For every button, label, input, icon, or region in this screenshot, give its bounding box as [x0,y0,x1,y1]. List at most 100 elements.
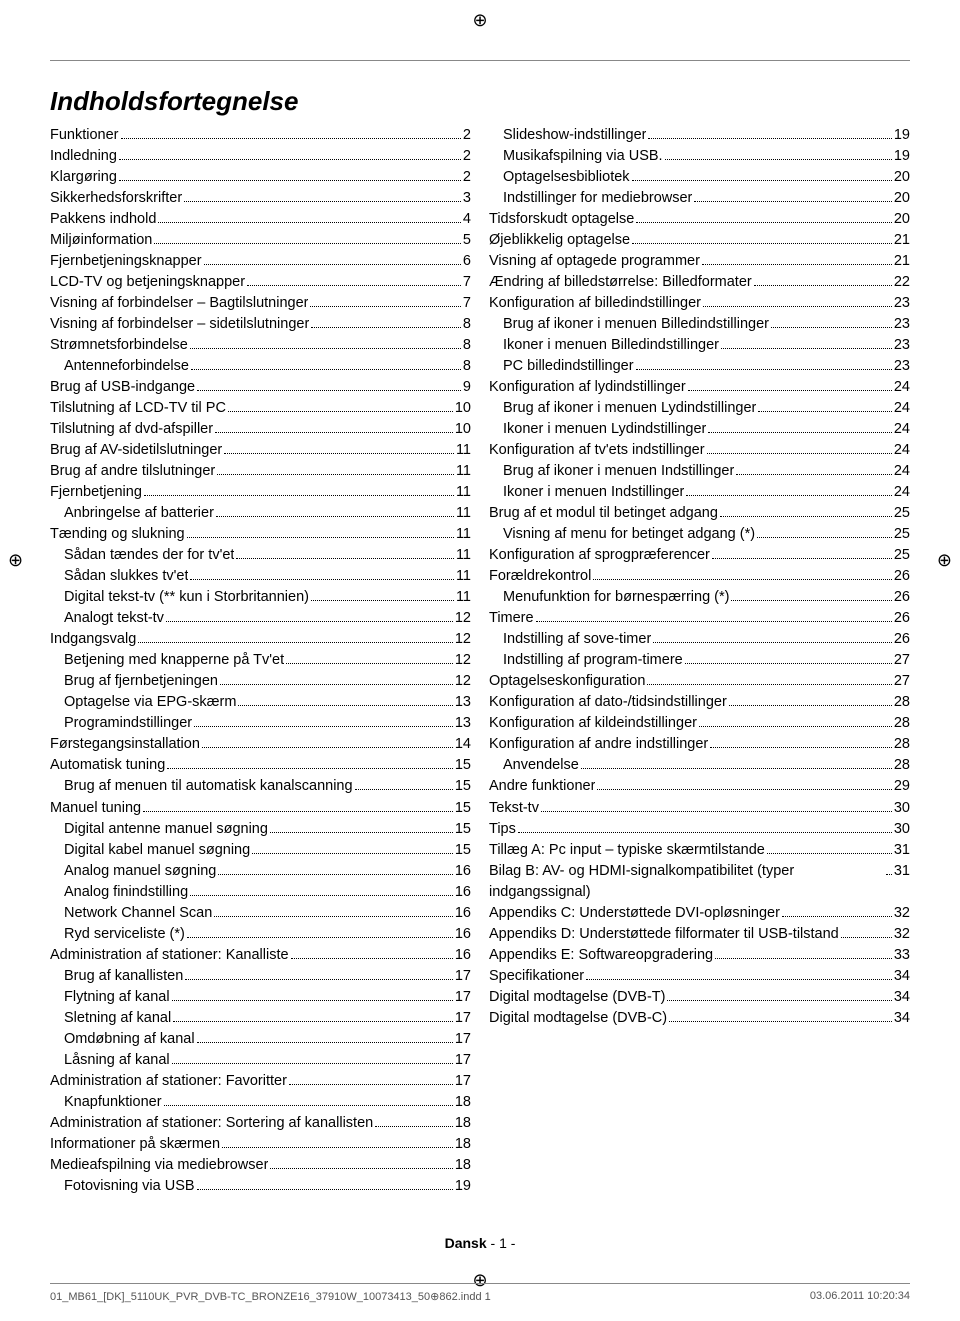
toc-entry-label: Sletning af kanal [64,1008,171,1029]
toc-entry-label: Indstillinger for mediebrowser [503,188,692,209]
toc-leader-dots [166,610,453,623]
toc-leader-dots [252,841,453,854]
toc-entry-page: 21 [894,251,910,272]
toc-leader-dots [536,610,892,623]
toc-leader-dots [586,967,892,980]
toc-entry-page: 27 [894,650,910,671]
toc-entry-page: 9 [463,377,471,398]
toc-leader-dots [172,988,453,1001]
toc-entry: Indgangsvalg 12 [50,629,471,650]
toc-entry-page: 7 [463,272,471,293]
toc-entry: Automatisk tuning 15 [50,755,471,776]
toc-entry: Brug af ikoner i menuen Billedindstillin… [489,314,910,335]
toc-leader-dots [648,126,891,139]
toc-entry: Musikafspilning via USB. 19 [489,146,910,167]
toc-entry-label: Automatisk tuning [50,755,165,776]
toc-entry-page: 11 [456,440,471,461]
toc-leader-dots [541,799,892,812]
toc-entry-label: Digital tekst-tv (** kun i Storbritannie… [64,587,309,608]
toc-entry: Ikoner i menuen Indstillinger 24 [489,482,910,503]
toc-entry-label: Sådan tændes der for tv'et [64,545,234,566]
toc-entry-label: Optagelsesbibliotek [503,167,630,188]
toc-entry: Brug af et modul til betinget adgang 25 [489,503,910,524]
toc-leader-dots [757,526,892,539]
toc-leader-dots [286,652,453,665]
toc-entry: Brug af AV-sidetilslutninger 11 [50,440,471,461]
toc-entry-page: 19 [455,1176,471,1197]
toc-entry-page: 7 [463,293,471,314]
toc-entry-page: 17 [455,1050,471,1071]
toc-leader-dots [886,862,892,875]
toc-entry-page: 15 [455,819,471,840]
imprint-bar: 01_MB61_[DK]_5110UK_PVR_DVB-TC_BRONZE16_… [50,1283,910,1303]
toc-entry: Network Channel Scan 16 [50,903,471,924]
toc-entry: Programindstillinger 13 [50,713,471,734]
toc-entry-page: 15 [455,798,471,819]
toc-leader-dots [197,1030,453,1043]
toc-entry-page: 19 [894,146,910,167]
toc-entry-page: 24 [894,440,910,461]
toc-entry: Betjening med knapperne på Tv'et 12 [50,650,471,671]
toc-entry-page: 15 [455,840,471,861]
toc-entry-page: 2 [463,146,471,167]
toc-entry: Digital modtagelse (DVB-T) 34 [489,987,910,1008]
toc-column-right: Slideshow-indstillinger 19Musikafspilnin… [489,125,910,1197]
toc-entry: Ikoner i menuen Lydindstillinger 24 [489,419,910,440]
toc-entry-label: Konfiguration af sprogpræferencer [489,545,710,566]
toc-leader-dots [782,904,892,917]
content-frame: Indholdsfortegnelse Funktioner 2Indledni… [50,60,910,1197]
imprint-timestamp: 03.06.2011 10:20:34 [810,1290,910,1303]
toc-entry: Optagelsesbibliotek 20 [489,167,910,188]
toc-leader-dots [194,715,453,728]
toc-entry: PC billedindstillinger 23 [489,356,910,377]
toc-entry-label: Digital modtagelse (DVB-C) [489,1008,667,1029]
toc-entry-label: Brug af et modul til betinget adgang [489,503,718,524]
toc-leader-dots [291,946,453,959]
toc-entry: Appendiks E: Softwareopgradering 33 [489,945,910,966]
toc-entry: Indstilling af sove-timer 26 [489,629,910,650]
toc-entry: Indledning 2 [50,146,471,167]
toc-entry-label: Brug af fjernbetjeningen [64,671,218,692]
toc-entry-label: Ikoner i menuen Billedindstillinger [503,335,719,356]
toc-entry-page: 34 [894,987,910,1008]
toc-entry-page: 8 [463,314,471,335]
toc-entry-page: 2 [463,125,471,146]
toc-entry: Førstegangsinstallation 14 [50,734,471,755]
toc-entry-label: Informationer på skærmen [50,1134,220,1155]
registration-mark-right: ⊕ [937,550,952,571]
toc-entry: Pakkens indhold 4 [50,209,471,230]
toc-leader-dots [154,231,461,244]
toc-entry-label: Optagelse via EPG-skærm [64,692,236,713]
toc-entry-label: Strømnetsforbindelse [50,335,188,356]
toc-entry: Miljøinformation 5 [50,230,471,251]
toc-entry-page: 11 [456,587,471,608]
toc-leader-dots [311,589,454,602]
toc-leader-dots [214,904,453,917]
toc-entry-page: 5 [463,230,471,251]
toc-entry: Digital kabel manuel søgning 15 [50,840,471,861]
toc-entry-label: Visning af menu for betinget adgang (*) [503,524,755,545]
toc-entry: Tilslutning af LCD-TV til PC 10 [50,398,471,419]
toc-entry-label: Miljøinformation [50,230,152,251]
toc-entry-page: 20 [894,167,910,188]
toc-entry: Fjernbetjening 11 [50,482,471,503]
toc-entry-label: Brug af menuen til automatisk kanalscann… [64,776,353,797]
toc-entry-page: 29 [894,776,910,797]
toc-entry-page: 15 [455,776,471,797]
toc-entry-label: Menufunktion for børnespærring (*) [503,587,729,608]
toc-leader-dots [653,631,892,644]
toc-entry-page: 26 [894,629,910,650]
toc-entry-label: Bilag B: AV- og HDMI-signalkompatibilite… [489,861,884,903]
toc-entry-label: Musikafspilning via USB. [503,146,663,167]
toc-entry-page: 18 [455,1155,471,1176]
toc-entry-page: 24 [894,461,910,482]
toc-entry: Brug af kanallisten 17 [50,966,471,987]
toc-entry-label: Ikoner i menuen Lydindstillinger [503,419,706,440]
toc-entry-label: Appendiks E: Softwareopgradering [489,945,713,966]
toc-entry-label: Forældrekontrol [489,566,591,587]
toc-leader-dots [707,442,892,455]
toc-leader-dots [236,547,454,560]
toc-leader-dots [686,484,892,497]
toc-entry-label: Network Channel Scan [64,903,212,924]
toc-entry-page: 28 [894,755,910,776]
